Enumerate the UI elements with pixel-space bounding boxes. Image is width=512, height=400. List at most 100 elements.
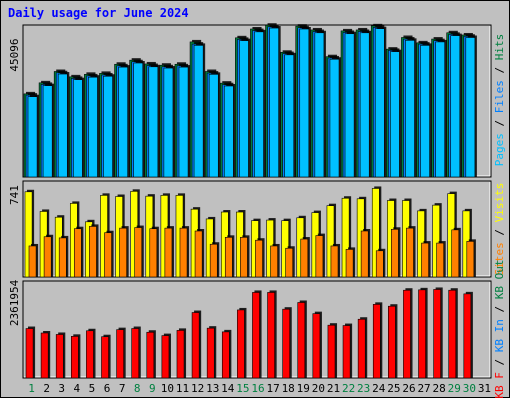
kbf-bar (433, 289, 442, 379)
kbf-bar (55, 334, 64, 379)
day-label: 24 (372, 382, 386, 395)
sites-bar (451, 229, 460, 278)
kbf-bar (252, 292, 260, 379)
kbf-bar (161, 335, 170, 379)
day-label: 22 (342, 382, 355, 395)
pages-bar (27, 96, 38, 178)
day-label: 13 (206, 382, 219, 395)
kbf-bar (297, 302, 306, 379)
day-label: 23 (357, 382, 370, 395)
pages-bar (420, 45, 430, 178)
day-label: 19 (297, 382, 310, 395)
legend-visits-sites: Sites / Visits (493, 183, 506, 276)
sites-bar (119, 227, 127, 278)
sites-bar (224, 237, 233, 278)
legend-files: Files (493, 80, 506, 113)
pages-bar (148, 66, 159, 178)
kbf-bar (312, 313, 321, 379)
kbf-bar (237, 309, 245, 379)
pages-bar (193, 45, 204, 178)
kbf-bar (101, 336, 109, 379)
visits-bar (432, 204, 441, 278)
kbf-bar (131, 328, 140, 379)
pages-bar (223, 85, 234, 178)
day-label: 14 (221, 382, 235, 395)
legend-kbytes: KB F / KB In / KB Out (493, 259, 506, 398)
legend-kb-f: KB F (493, 372, 506, 399)
kbf-bar (463, 293, 472, 379)
pages-bar (269, 27, 279, 178)
day-label: 16 (251, 382, 264, 395)
kbf-bar (372, 304, 381, 379)
sites-bar (209, 243, 218, 278)
kbf-bar (116, 329, 124, 379)
visits-bar (341, 197, 350, 278)
sites-bar (179, 227, 188, 278)
sites-bar (406, 227, 414, 278)
kbf-bar (267, 292, 275, 379)
pages-bar (239, 40, 249, 178)
day-label: 26 (402, 382, 415, 395)
day-label: 28 (433, 382, 446, 395)
day-label: 10 (161, 382, 174, 395)
pages-bar (254, 31, 264, 178)
kbf-bar (25, 328, 34, 379)
kbf-bar (388, 305, 396, 379)
day-label: 21 (327, 382, 340, 395)
kbf-bar (176, 330, 185, 379)
pages-bar (178, 66, 189, 178)
sites-bar (58, 237, 67, 278)
sites-bar (270, 245, 278, 278)
pages-bar (284, 54, 295, 178)
kbf-bar (86, 330, 94, 379)
day-label: 27 (417, 382, 430, 395)
pages-bar (329, 58, 340, 178)
sites-bar (43, 236, 52, 278)
pages-bar (314, 32, 325, 178)
pages-bar (42, 85, 53, 178)
kbf-bar (342, 325, 351, 379)
day-label: 1 (28, 382, 35, 395)
kbf-bar (282, 308, 291, 379)
sites-bar (436, 242, 445, 278)
day-label: 8 (134, 382, 141, 395)
day-label: 2 (43, 382, 50, 395)
pages-bar (103, 75, 113, 178)
sites-bar (89, 226, 97, 278)
pages-bar (72, 79, 83, 178)
day-label: 20 (312, 382, 325, 395)
sites-bar (164, 227, 173, 278)
legend-pages: Pages (493, 133, 506, 166)
kbf-bar (70, 336, 79, 379)
kbf-bar (448, 289, 457, 379)
day-label: 30 (463, 382, 476, 395)
day-label: 31 (478, 382, 491, 395)
pages-bar (208, 74, 219, 178)
legend-hits-files-pages: Pages / Files / Hits (493, 34, 506, 167)
legend-sites: Sites (493, 242, 506, 275)
kbf-bar (40, 332, 49, 379)
sites-bar (104, 232, 112, 278)
day-label: 18 (282, 382, 295, 395)
day-label: 5 (89, 382, 96, 395)
sites-bar (73, 228, 82, 278)
pages-bar (465, 37, 476, 178)
sites-bar (375, 250, 384, 278)
day-label: 25 (387, 382, 400, 395)
kbf-bar (206, 327, 215, 379)
day-label: 4 (74, 382, 81, 395)
sites-bar (315, 235, 324, 278)
day-label: 11 (176, 382, 189, 395)
pages-bar (88, 76, 98, 178)
sites-bar (391, 228, 399, 278)
chart-title: Daily usage for June 2024 (8, 6, 189, 20)
pages-bar (57, 73, 68, 178)
sites-bar (421, 242, 429, 278)
sites-bar (28, 245, 37, 278)
kbf-bar (357, 318, 366, 379)
scale-label-visits: 741 (8, 185, 21, 205)
visits-bar (371, 188, 380, 278)
kbf-bar (221, 331, 230, 379)
day-label: 29 (448, 382, 461, 395)
